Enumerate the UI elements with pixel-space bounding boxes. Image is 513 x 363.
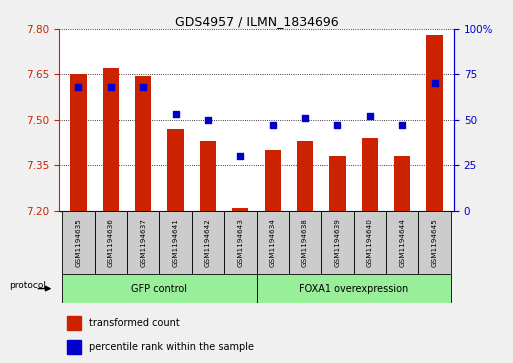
Point — [236, 153, 244, 159]
Point — [171, 111, 180, 117]
Point — [430, 81, 439, 86]
Bar — [67, 340, 81, 354]
Text: GSM1194645: GSM1194645 — [431, 218, 438, 267]
Text: GSM1194643: GSM1194643 — [238, 218, 243, 267]
Bar — [256, 274, 451, 303]
Text: transformed count: transformed count — [89, 318, 180, 328]
Text: GSM1194642: GSM1194642 — [205, 218, 211, 267]
Bar — [256, 211, 289, 274]
Text: GSM1194638: GSM1194638 — [302, 218, 308, 267]
Text: GSM1194644: GSM1194644 — [399, 218, 405, 267]
Bar — [362, 138, 378, 211]
Bar — [62, 274, 256, 303]
Point — [301, 115, 309, 121]
Bar — [386, 211, 419, 274]
Bar — [232, 208, 248, 211]
Bar — [103, 68, 119, 211]
Text: GSM1194635: GSM1194635 — [75, 218, 82, 267]
Bar — [224, 211, 256, 274]
Bar — [62, 211, 94, 274]
Bar — [200, 141, 216, 211]
Point — [74, 84, 83, 90]
Bar — [426, 35, 443, 211]
Bar — [167, 129, 184, 211]
Bar — [135, 76, 151, 211]
Point — [333, 122, 342, 128]
Bar — [297, 141, 313, 211]
Bar — [67, 316, 81, 330]
Text: GSM1194636: GSM1194636 — [108, 218, 114, 267]
Bar — [289, 211, 321, 274]
Point — [269, 122, 277, 128]
Bar — [353, 211, 386, 274]
Text: GSM1194640: GSM1194640 — [367, 218, 373, 267]
Bar — [94, 211, 127, 274]
Bar — [192, 211, 224, 274]
Bar — [329, 156, 346, 211]
Point — [204, 117, 212, 123]
Point — [398, 122, 406, 128]
Bar — [265, 150, 281, 211]
Point — [107, 84, 115, 90]
Text: GSM1194637: GSM1194637 — [140, 218, 146, 267]
Text: GSM1194641: GSM1194641 — [172, 218, 179, 267]
Text: GSM1194639: GSM1194639 — [334, 218, 341, 267]
Point — [366, 113, 374, 119]
Text: FOXA1 overexpression: FOXA1 overexpression — [299, 284, 408, 294]
Text: protocol: protocol — [9, 281, 46, 290]
Bar — [70, 74, 87, 211]
Bar — [394, 156, 410, 211]
Bar — [127, 211, 160, 274]
Bar — [160, 211, 192, 274]
Point — [139, 84, 147, 90]
Title: GDS4957 / ILMN_1834696: GDS4957 / ILMN_1834696 — [175, 15, 338, 28]
Bar — [321, 211, 353, 274]
Text: GFP control: GFP control — [131, 284, 187, 294]
Text: GSM1194634: GSM1194634 — [270, 218, 275, 267]
Text: percentile rank within the sample: percentile rank within the sample — [89, 342, 253, 352]
Bar — [419, 211, 451, 274]
